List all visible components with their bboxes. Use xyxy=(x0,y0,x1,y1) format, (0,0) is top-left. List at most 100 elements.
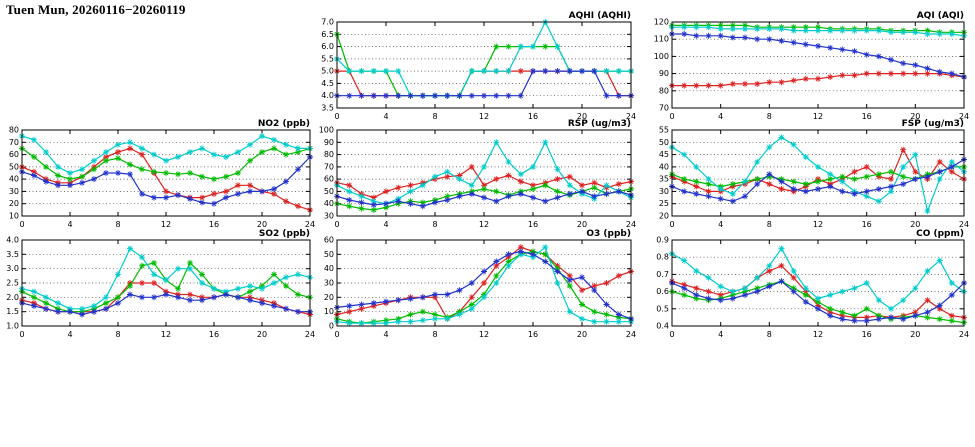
svg-text:4: 4 xyxy=(718,330,723,339)
chart-canvas-so2: 1.0 1.5 2.0 2.5 3.0 3.5 4.0 0 4 8 12 16 20 24 SO2 (ppb… xyxy=(6,229,315,339)
svg-text:40: 40 xyxy=(9,175,19,184)
svg-text:10: 10 xyxy=(9,212,19,221)
series-red-aqi xyxy=(669,70,967,89)
svg-text:0.9: 0.9 xyxy=(656,236,669,245)
svg-text:0: 0 xyxy=(334,330,339,339)
svg-text:5.5: 5.5 xyxy=(321,54,334,63)
chart-title-co: CO (ppm) xyxy=(916,229,964,239)
chart-canvas-aqi: 70 80 90 100 110 120 0 4 8 12 16 20 24 AQI (AQI) xyxy=(654,11,969,121)
svg-text:24: 24 xyxy=(305,330,315,339)
chart-title-aqi: AQI (AQI) xyxy=(917,11,964,21)
series-blue-so2 xyxy=(19,291,313,318)
svg-text:40: 40 xyxy=(324,199,334,208)
svg-text:4.0: 4.0 xyxy=(321,91,334,100)
svg-text:10: 10 xyxy=(324,307,334,316)
svg-text:6.0: 6.0 xyxy=(321,42,334,51)
svg-text:0: 0 xyxy=(669,112,674,121)
svg-text:40: 40 xyxy=(659,162,669,171)
svg-text:20: 20 xyxy=(9,199,19,208)
series-green-no2 xyxy=(19,145,313,183)
svg-text:3.5: 3.5 xyxy=(6,250,19,259)
svg-text:35: 35 xyxy=(659,175,669,184)
chart-canvas-aqhi: 3.5 4.0 4.5 5.0 5.5 6.0 6.5 7.0 0 4 8 12 16 20 24 AQHI … xyxy=(321,11,636,121)
svg-text:4: 4 xyxy=(383,330,388,339)
svg-text:50: 50 xyxy=(324,187,334,196)
svg-text:20: 20 xyxy=(659,212,669,221)
svg-text:16: 16 xyxy=(528,330,538,339)
series-blue-o3 xyxy=(334,248,634,322)
svg-text:4: 4 xyxy=(67,330,72,339)
chart-o3: 0 10 20 30 40 50 60 0 4 8 12 16 20 24 O3 (ppb) xyxy=(311,226,637,341)
svg-text:0: 0 xyxy=(334,112,339,121)
svg-text:0.5: 0.5 xyxy=(656,304,669,313)
series-cyan-co xyxy=(669,245,967,312)
svg-text:20: 20 xyxy=(910,220,920,229)
chart-title-o3: O3 (ppb) xyxy=(586,229,631,239)
svg-text:16: 16 xyxy=(862,112,872,121)
chart-co: 0.4 0.5 0.6 0.7 0.8 0.9 0 4 8 12 16 20 24 CO (ppm) xyxy=(646,226,970,341)
chart-aqi: 70 80 90 100 110 120 0 4 8 12 16 20 24 AQI (AQI) xyxy=(646,8,970,123)
chart-aqhi: 3.5 4.0 4.5 5.0 5.5 6.0 6.5 7.0 0 4 8 12 16 20 24 AQHI … xyxy=(311,8,637,123)
svg-text:16: 16 xyxy=(209,330,219,339)
svg-text:8: 8 xyxy=(115,330,120,339)
svg-text:12: 12 xyxy=(813,112,823,121)
svg-text:16: 16 xyxy=(209,220,219,229)
svg-text:50: 50 xyxy=(9,162,19,171)
chart-rsp: 30 40 50 60 70 80 90 100 0 4 8 12 16 20 24 RSP (ug/m3) xyxy=(311,116,637,231)
svg-text:12: 12 xyxy=(479,330,489,339)
svg-text:50: 50 xyxy=(659,138,669,147)
chart-no2: 10 20 30 40 50 60 70 80 0 4 8 12 16 20 24 NO2 (ppb) xyxy=(0,116,316,231)
svg-text:70: 70 xyxy=(659,104,669,113)
svg-text:4: 4 xyxy=(67,220,72,229)
svg-text:110: 110 xyxy=(654,35,669,44)
svg-text:0: 0 xyxy=(19,220,24,229)
svg-text:0.6: 0.6 xyxy=(656,287,669,296)
svg-text:4.0: 4.0 xyxy=(6,236,19,245)
svg-text:60: 60 xyxy=(324,236,334,245)
svg-text:0: 0 xyxy=(329,322,334,331)
svg-text:0: 0 xyxy=(669,330,674,339)
svg-text:90: 90 xyxy=(324,138,334,147)
svg-text:60: 60 xyxy=(324,175,334,184)
svg-text:24: 24 xyxy=(959,330,969,339)
svg-text:0.8: 0.8 xyxy=(656,253,669,262)
series-blue-aqi xyxy=(669,31,967,80)
svg-text:60: 60 xyxy=(9,150,19,159)
chart-canvas-rsp: 30 40 50 60 70 80 90 100 0 4 8 12 16 20 24 RSP (ug/m3) xyxy=(319,119,636,229)
svg-text:12: 12 xyxy=(479,220,489,229)
svg-text:0.4: 0.4 xyxy=(656,322,669,331)
svg-text:70: 70 xyxy=(324,162,334,171)
svg-text:4: 4 xyxy=(383,112,388,121)
svg-text:80: 80 xyxy=(9,126,19,135)
svg-text:100: 100 xyxy=(654,52,669,61)
svg-text:24: 24 xyxy=(626,220,636,229)
series-green-aqhi xyxy=(334,31,634,99)
svg-text:8: 8 xyxy=(767,330,772,339)
svg-text:3.5: 3.5 xyxy=(321,104,334,113)
svg-text:90: 90 xyxy=(659,69,669,78)
svg-text:16: 16 xyxy=(528,112,538,121)
svg-text:24: 24 xyxy=(959,112,969,121)
svg-text:80: 80 xyxy=(324,150,334,159)
svg-text:24: 24 xyxy=(959,220,969,229)
series-blue-rsp xyxy=(334,188,634,210)
svg-text:6.5: 6.5 xyxy=(321,30,334,39)
chart-canvas-fsp: 20 25 30 35 40 45 50 55 0 4 8 12 16 20 24 FSP (ug/m3) xyxy=(659,119,969,229)
chart-canvas-co: 0.4 0.5 0.6 0.7 0.8 0.9 0 4 8 12 16 20 24 CO (ppm) xyxy=(656,229,969,339)
svg-text:100: 100 xyxy=(319,126,334,135)
svg-text:20: 20 xyxy=(324,293,334,302)
chart-title-fsp: FSP (ug/m3) xyxy=(902,119,964,129)
svg-text:8: 8 xyxy=(432,112,437,121)
svg-text:20: 20 xyxy=(910,112,920,121)
series-cyan-aqi xyxy=(669,24,967,39)
svg-text:16: 16 xyxy=(528,220,538,229)
svg-text:8: 8 xyxy=(115,220,120,229)
chart-so2: 1.0 1.5 2.0 2.5 3.0 3.5 4.0 0 4 8 12 16 20 24 SO2 (ppb… xyxy=(0,226,316,341)
svg-text:2.0: 2.0 xyxy=(6,293,19,302)
svg-text:16: 16 xyxy=(862,220,872,229)
svg-text:4: 4 xyxy=(383,220,388,229)
svg-text:1.5: 1.5 xyxy=(6,307,19,316)
svg-text:12: 12 xyxy=(161,220,171,229)
svg-text:30: 30 xyxy=(324,212,334,221)
svg-text:8: 8 xyxy=(432,220,437,229)
